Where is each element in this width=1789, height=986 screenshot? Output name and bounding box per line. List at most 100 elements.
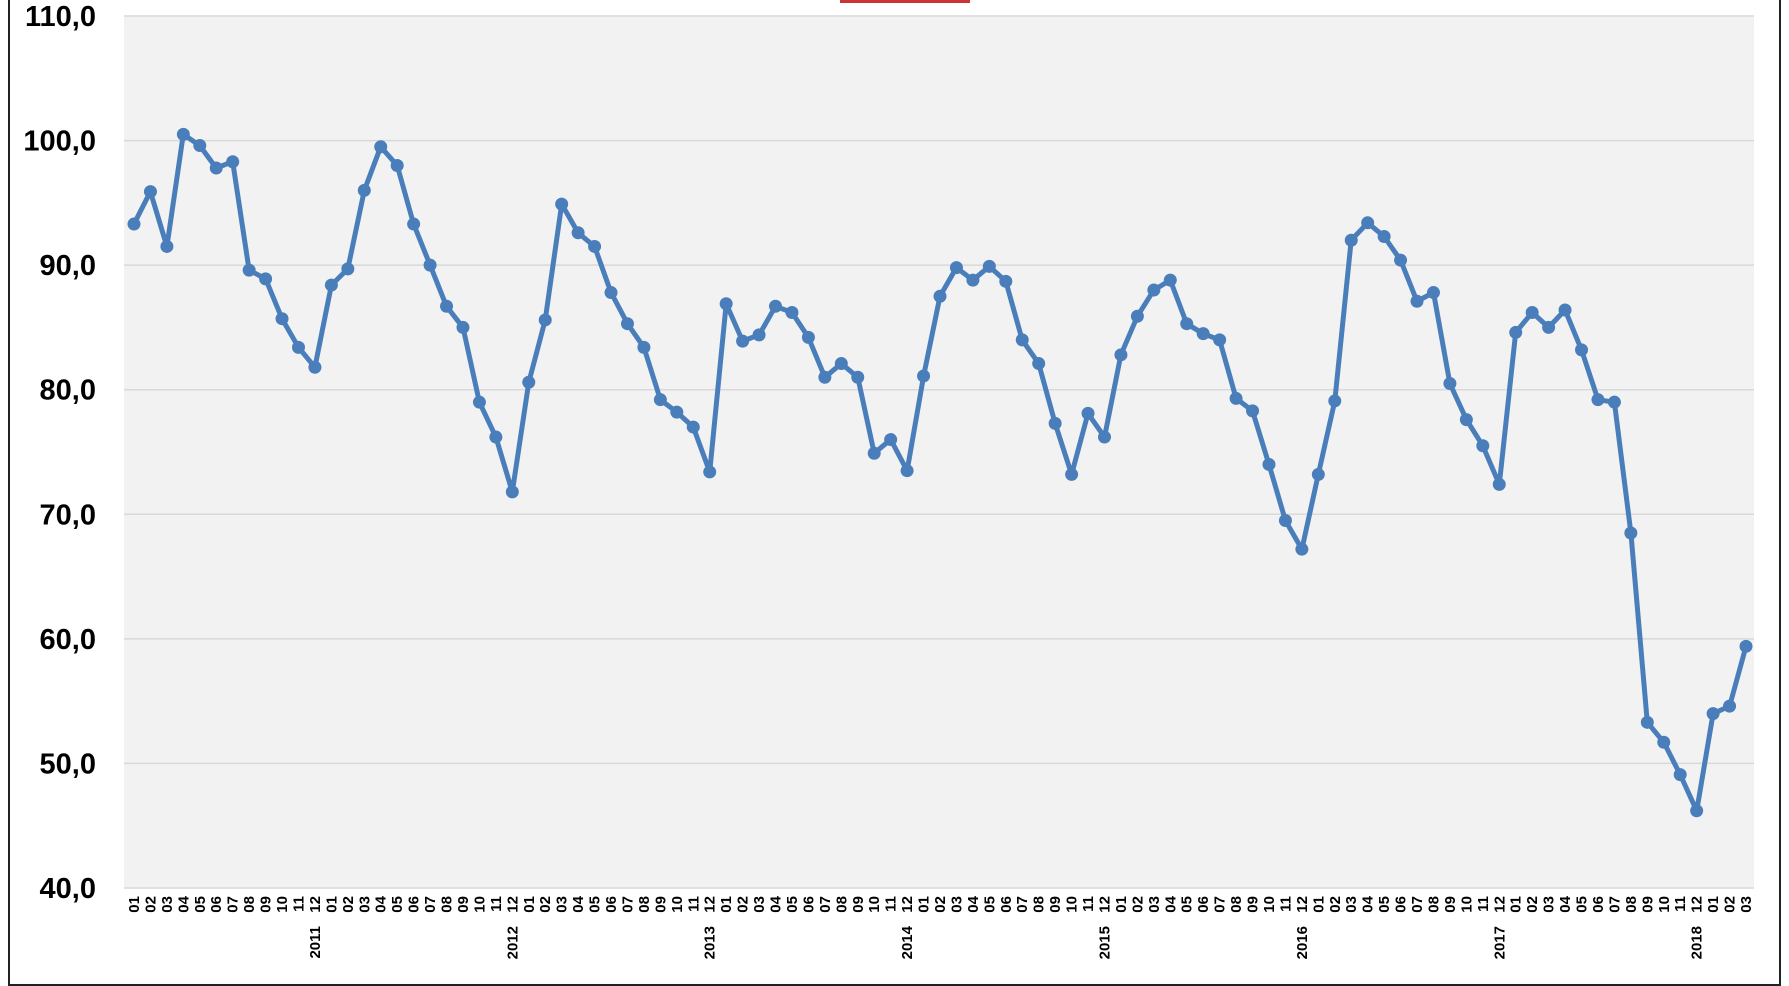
data-point [653, 393, 667, 407]
data-point [1657, 735, 1671, 749]
x-tick-year-label: 2013 [702, 926, 719, 959]
x-tick-month-label: 05 [389, 896, 406, 913]
x-tick-month-label: 08 [241, 896, 258, 913]
x-tick-month-label: 01 [916, 896, 933, 913]
x-tick-year-label: 2016 [1294, 926, 1311, 959]
x-tick-month-label: 02 [340, 896, 357, 913]
x-tick-month-label: 07 [619, 896, 636, 913]
x-tick-month-label: 02 [1722, 896, 1739, 913]
x-tick-month-label: 06 [1195, 896, 1212, 913]
x-tick-month-label: 11 [883, 896, 900, 912]
x-tick-month-label: 04 [570, 895, 587, 912]
x-tick-month-label: 02 [537, 896, 554, 913]
y-axis-tick-labels: 40,0 50,0 60,0 70,0 80,0 90,0 100,0 110,0 [23, 1, 96, 905]
data-point [1426, 286, 1440, 300]
data-point [1706, 707, 1720, 721]
data-point [324, 278, 338, 292]
x-tick-month-label: 03 [554, 896, 571, 913]
data-point [209, 161, 223, 175]
data-point [933, 289, 947, 303]
x-tick-year-label: 2017 [1491, 926, 1508, 959]
x-tick-month-label: 10 [669, 896, 686, 913]
x-tick-month-label: 09 [455, 896, 472, 913]
data-point [670, 405, 684, 419]
x-tick-month-label: 08 [1228, 896, 1245, 913]
data-point [1328, 394, 1342, 408]
data-point [1377, 229, 1391, 243]
y-tick-label: 80,0 [40, 375, 96, 407]
x-tick-month-label: 01 [1705, 896, 1722, 913]
x-tick-month-label: 12 [899, 896, 916, 913]
data-point [1640, 715, 1654, 729]
x-tick-month-label: 05 [1574, 896, 1591, 913]
x-tick-month-label: 08 [636, 896, 653, 913]
data-point [1311, 467, 1325, 481]
data-point [1147, 283, 1161, 297]
x-tick-month-label: 04 [965, 895, 982, 912]
data-point [620, 317, 634, 331]
x-tick-month-label: 01 [1113, 896, 1130, 913]
x-tick-month-label: 06 [1393, 896, 1410, 913]
x-tick-month-label: 06 [406, 896, 423, 913]
data-point [999, 274, 1013, 288]
x-tick-month-label: 07 [1212, 896, 1229, 913]
x-tick-month-label: 10 [1458, 896, 1475, 913]
data-point [1295, 542, 1309, 556]
data-point [571, 226, 585, 240]
data-point [1048, 416, 1062, 430]
data-point [719, 297, 733, 311]
data-point [538, 313, 552, 327]
x-tick-month-label: 08 [833, 896, 850, 913]
x-tick-month-label: 03 [356, 896, 373, 913]
data-point [1443, 376, 1457, 390]
data-point [637, 340, 651, 354]
series-line-group [127, 127, 1753, 818]
data-point [1624, 526, 1638, 540]
x-tick-month-label: 05 [192, 896, 209, 913]
data-point [1196, 327, 1210, 341]
data-point [176, 127, 190, 141]
plot-area [124, 16, 1754, 888]
x-tick-month-label: 08 [439, 896, 456, 913]
x-tick-month-label: 07 [1606, 896, 1623, 913]
data-point [390, 158, 404, 172]
x-tick-month-label: 04 [373, 895, 390, 912]
data-point [1344, 233, 1358, 247]
data-point [982, 259, 996, 273]
data-point [1213, 333, 1227, 347]
data-point [801, 330, 815, 344]
x-tick-month-label: 09 [1442, 896, 1459, 913]
x-tick-month-label: 01 [521, 896, 538, 913]
data-point [917, 369, 931, 383]
data-point [193, 139, 207, 153]
data-point [818, 370, 832, 384]
data-point [127, 217, 141, 231]
x-tick-year-label: 2012 [504, 926, 521, 959]
data-point [259, 272, 273, 286]
title-fragment [840, 0, 970, 3]
x-tick-month-label: 04 [1162, 895, 1179, 912]
x-tick-month-label: 05 [981, 896, 998, 913]
data-point [1361, 216, 1375, 230]
x-tick-month-label: 05 [1376, 896, 1393, 913]
x-tick-month-label: 11 [290, 896, 307, 912]
data-point [1163, 273, 1177, 287]
data-point [736, 334, 750, 348]
x-tick-month-label: 09 [652, 896, 669, 913]
data-point [341, 262, 355, 276]
data-point [1081, 406, 1095, 420]
y-tick-label: 40,0 [40, 873, 96, 905]
x-tick-month-label: 03 [948, 896, 965, 913]
data-point [703, 465, 717, 479]
gridlines [124, 15, 1754, 889]
x-tick-month-label: 02 [142, 896, 159, 913]
x-tick-month-label: 12 [504, 896, 521, 913]
data-point [966, 273, 980, 287]
x-axis-tick-labels: 01 02 03 04 05 06 07 08 09 10 11 12 01 02 03 04 05 06 07 08… [126, 895, 1755, 959]
x-tick-month-label: 06 [1590, 896, 1607, 913]
data-point [1607, 395, 1621, 409]
x-tick-month-label: 05 [587, 896, 604, 913]
data-point [308, 360, 322, 374]
x-tick-month-label: 11 [1672, 896, 1689, 912]
